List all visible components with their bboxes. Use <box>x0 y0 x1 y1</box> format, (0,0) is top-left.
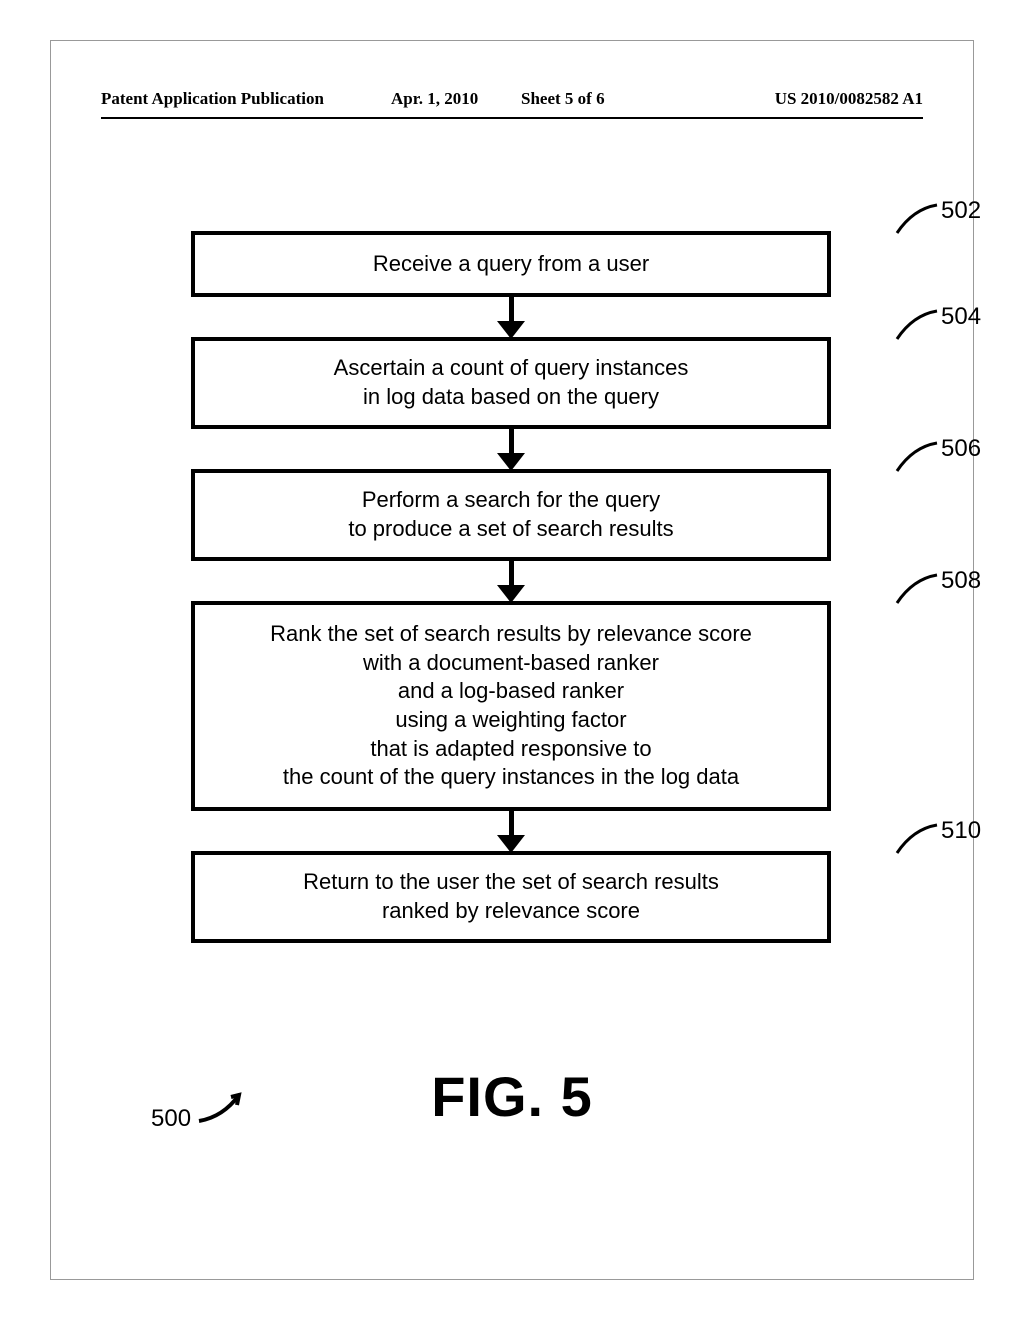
flow-node-510: Return to the user the set of search res… <box>191 851 831 943</box>
flow-node-502: Receive a query from a user 502 <box>191 231 831 297</box>
flowchart: Receive a query from a user 502 Ascertai… <box>191 231 831 943</box>
header-sheet: Sheet 5 of 6 <box>521 89 605 109</box>
flow-node-text: Perform a search for the query to produc… <box>348 486 673 543</box>
flow-node-text: Ascertain a count of query instances in … <box>334 354 689 411</box>
header-publication: Patent Application Publication <box>101 89 324 109</box>
flow-node-text: Receive a query from a user <box>373 250 649 279</box>
figure-ref-500: 500 <box>151 1105 191 1133</box>
flow-node-text: Rank the set of search results by releva… <box>270 620 752 792</box>
page-frame: Patent Application Publication Apr. 1, 2… <box>50 40 974 1280</box>
header-number: US 2010/0082582 A1 <box>775 89 923 109</box>
flow-arrow <box>191 297 831 337</box>
flow-node-text: Return to the user the set of search res… <box>303 868 719 925</box>
flow-arrow <box>191 561 831 601</box>
ref-number: 508 <box>941 565 981 596</box>
flow-node-508: Rank the set of search results by releva… <box>191 601 831 811</box>
header-date: Apr. 1, 2010 <box>391 89 478 109</box>
ref-number: 504 <box>941 301 981 332</box>
ref-number: 502 <box>941 195 981 226</box>
flow-node-504: Ascertain a count of query instances in … <box>191 337 831 429</box>
flow-arrow <box>191 811 831 851</box>
header-rule <box>101 117 923 119</box>
figure-ref-number: 500 <box>151 1105 191 1132</box>
page-header: Patent Application Publication Apr. 1, 2… <box>51 89 973 109</box>
ref-number: 510 <box>941 815 981 846</box>
flow-arrow <box>191 429 831 469</box>
ref-number: 506 <box>941 433 981 464</box>
curved-leader-icon <box>195 1087 251 1127</box>
flow-node-506: Perform a search for the query to produc… <box>191 469 831 561</box>
